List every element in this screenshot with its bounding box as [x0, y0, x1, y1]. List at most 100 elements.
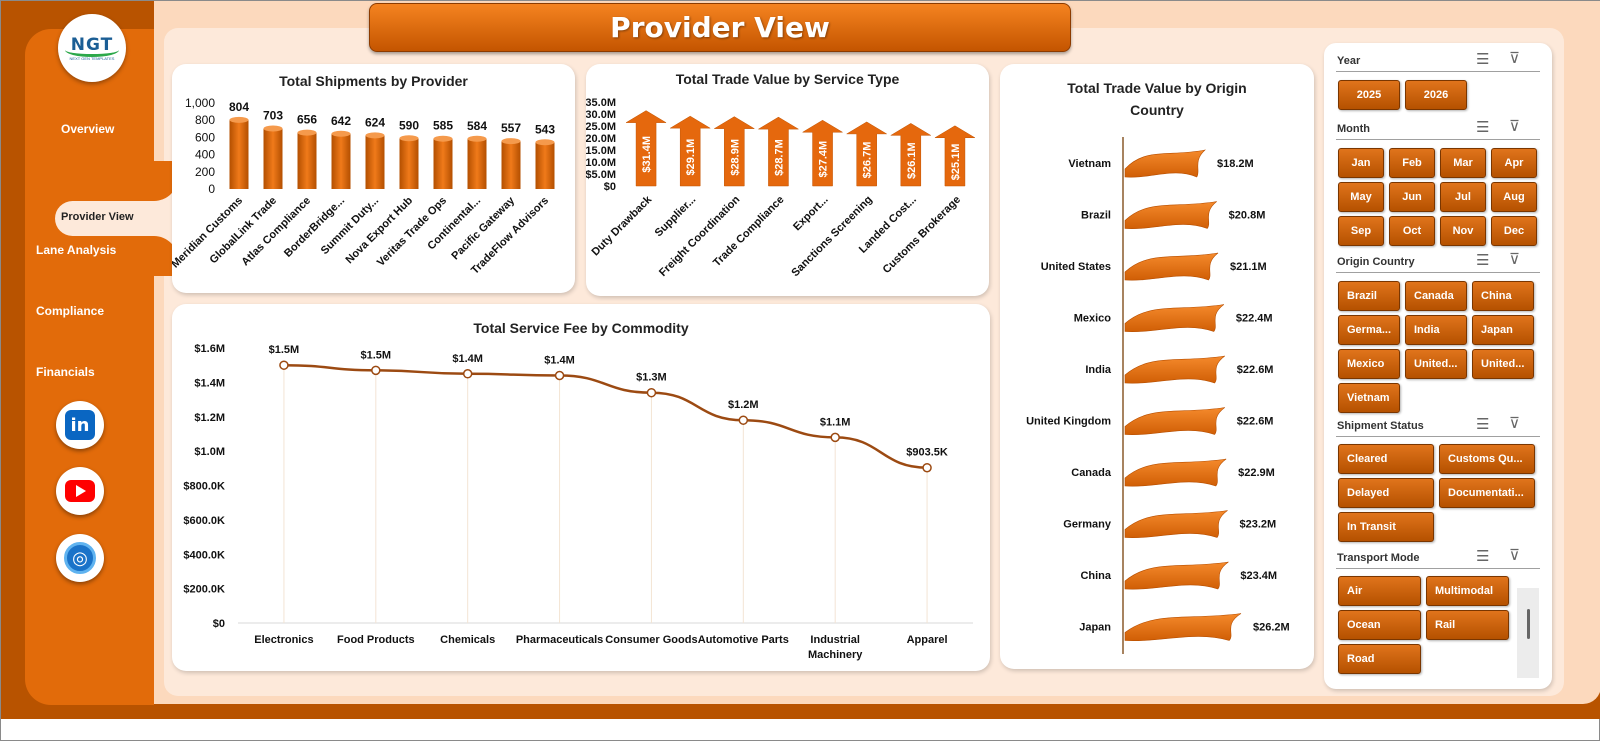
flag-bar — [1124, 201, 1217, 230]
youtube-button[interactable] — [56, 467, 104, 515]
data-label: $23.4M — [1240, 570, 1277, 582]
nav-lane-analysis[interactable]: Lane Analysis — [36, 243, 117, 257]
slicer-divider — [1336, 568, 1540, 569]
flag-bar — [1124, 613, 1242, 642]
x-tick-label: Machinery — [808, 649, 863, 661]
slicer-option-origin[interactable]: Germa... — [1338, 315, 1400, 345]
y-tick-label: India — [1085, 364, 1112, 376]
multi-select-icon[interactable]: ☰ — [1476, 51, 1490, 68]
y-tick-label: United States — [1041, 261, 1111, 273]
flag-bar — [1124, 510, 1228, 539]
slicer-option-month[interactable]: Nov — [1440, 216, 1486, 246]
y-tick-label: $35.0M — [586, 97, 616, 109]
origin-chart: Vietnam $18.2M Brazil $20.8M United States $2… — [1026, 137, 1290, 654]
data-label: 642 — [331, 114, 351, 128]
bar — [297, 132, 317, 189]
slicer-option-month[interactable]: May — [1338, 182, 1384, 212]
slicer-option-month[interactable]: Jul — [1440, 182, 1486, 212]
data-label: $21.1M — [1230, 261, 1267, 273]
arrow-bar — [625, 110, 667, 187]
flag-bar — [1124, 149, 1206, 178]
data-label: $22.6M — [1237, 364, 1274, 376]
multi-select-icon[interactable]: ☰ — [1476, 252, 1490, 269]
arrow-bar — [757, 116, 800, 187]
data-label: $26.7M — [862, 142, 874, 179]
slicer-option-transport[interactable]: Rail — [1426, 610, 1509, 640]
bar-top — [229, 116, 249, 123]
slicer-option-month[interactable]: Apr — [1491, 148, 1537, 178]
clear-filter-icon[interactable]: ⊽ — [1509, 415, 1520, 432]
slicer-option-transport[interactable]: Ocean — [1338, 610, 1421, 640]
data-label: 624 — [365, 115, 385, 129]
slicer-option-origin[interactable]: India — [1405, 315, 1467, 345]
slicer-option-month[interactable]: Sep — [1338, 216, 1384, 246]
multi-select-icon[interactable]: ☰ — [1476, 548, 1490, 565]
slicer-option-transport[interactable]: Air — [1338, 576, 1421, 606]
slicer-option-origin[interactable]: United... — [1405, 349, 1467, 379]
slicer-option-month[interactable]: Feb — [1389, 148, 1435, 178]
slicer-option-status[interactable]: In Transit — [1338, 512, 1434, 542]
slicer-option-status[interactable]: Delayed — [1338, 478, 1434, 508]
slicer-option-month[interactable]: Aug — [1491, 182, 1537, 212]
nav-overview[interactable]: Overview — [61, 122, 115, 136]
flag-bar — [1124, 458, 1227, 487]
slicer-option-origin[interactable]: Vietnam — [1338, 383, 1400, 413]
logo: NGT NEXT GEN TEMPLATES — [58, 14, 126, 82]
slicer-option-month[interactable]: Oct — [1389, 216, 1435, 246]
data-point — [462, 369, 473, 379]
x-tick-label: Freight Coordination — [657, 193, 743, 279]
slicer-option-year[interactable]: 2025 — [1338, 80, 1400, 110]
slicer-option-month[interactable]: Mar — [1440, 148, 1486, 178]
slicer-option-status[interactable]: Cleared — [1338, 444, 1434, 474]
chart-title: Total Shipments by Provider — [279, 73, 468, 89]
slicer-option-month[interactable]: Jan — [1338, 148, 1384, 178]
service-type-card: Total Trade Value by Service Type $35.0M… — [586, 64, 989, 296]
title-bar: Provider View — [369, 3, 1071, 52]
website-button[interactable]: ◎ — [56, 534, 104, 582]
clear-filter-icon[interactable]: ⊽ — [1509, 118, 1520, 135]
clear-filter-icon[interactable]: ⊽ — [1509, 547, 1520, 564]
shipments-card: Total Shipments by Provider 1,000 800 600 4… — [172, 64, 575, 293]
data-point — [371, 365, 381, 376]
clear-filter-icon[interactable]: ⊽ — [1509, 50, 1520, 67]
clear-filter-icon[interactable]: ⊽ — [1509, 251, 1520, 268]
slicer-option-month[interactable]: Dec — [1491, 216, 1537, 246]
arrow-bar — [845, 121, 888, 187]
x-tick-label: Electronics — [254, 634, 313, 646]
slicer-divider — [1336, 71, 1540, 72]
slicer-option-transport[interactable]: Multimodal — [1426, 576, 1509, 606]
bar — [467, 138, 487, 189]
data-label: $1.5M — [269, 344, 300, 356]
slicer-option-transport[interactable]: Road — [1338, 644, 1421, 674]
nav-provider-view[interactable]: Provider View — [61, 211, 134, 223]
scrollbar-thumb[interactable] — [1527, 609, 1530, 639]
y-tick-label: $25.0M — [586, 121, 616, 133]
nav-compliance[interactable]: Compliance — [36, 304, 105, 318]
nav-notch — [138, 236, 178, 276]
slicer-option-origin[interactable]: United... — [1472, 349, 1534, 379]
data-label: $1.5M — [361, 349, 392, 361]
nav-financials[interactable]: Financials — [36, 365, 95, 379]
slicer-option-origin[interactable]: Canada — [1405, 281, 1467, 311]
slicer-option-status[interactable]: Documentati... — [1439, 478, 1535, 508]
slicer-option-origin[interactable]: Brazil — [1338, 281, 1400, 311]
y-tick-label: $200.0K — [183, 584, 225, 596]
slicer-option-month[interactable]: Jun — [1389, 182, 1435, 212]
data-label: 543 — [535, 122, 555, 136]
y-tick-label: 0 — [208, 182, 215, 196]
slicer-option-origin[interactable]: Japan — [1472, 315, 1534, 345]
slicer-title-status: Shipment Status — [1337, 420, 1424, 432]
slicer-option-origin[interactable]: Mexico — [1338, 349, 1400, 379]
data-label: $26.1M — [906, 142, 918, 179]
flag-bar — [1124, 561, 1229, 590]
y-tick-label: $600.0K — [183, 515, 225, 527]
slicer-option-year[interactable]: 2026 — [1405, 80, 1467, 110]
slicer-option-status[interactable]: Customs Qu... — [1439, 444, 1535, 474]
multi-select-icon[interactable]: ☰ — [1476, 119, 1490, 136]
slicer-option-origin[interactable]: China — [1472, 281, 1534, 311]
multi-select-icon[interactable]: ☰ — [1476, 416, 1490, 433]
data-label: $28.9M — [729, 139, 741, 176]
data-label: $26.2M — [1253, 622, 1290, 634]
linkedin-button[interactable]: in — [56, 401, 104, 449]
data-label: $1.4M — [452, 353, 483, 365]
